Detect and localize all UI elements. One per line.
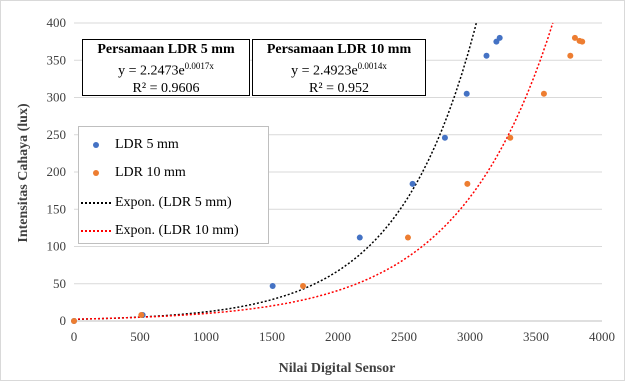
data-point — [464, 180, 471, 187]
y-tick-label: 300 — [47, 90, 67, 105]
x-tick-labels: 0 500 1000 1500 2000 2500 3000 3500 4000 — [71, 329, 615, 344]
trendlines — [74, 22, 554, 321]
legend: LDR 5 mm LDR 10 mm Expon. (LDR 5 mm) Exp… — [78, 126, 269, 244]
legend-label: Expon. (LDR 5 mm) — [115, 195, 232, 210]
data-point — [507, 134, 514, 141]
x-tick-label: 4000 — [589, 329, 615, 344]
legend-item-expon-ldr-10mm: Expon. (LDR 10 mm) — [79, 222, 239, 240]
r-squared-value: R² = 0.952 — [309, 80, 369, 96]
equation-box-ldr-10mm: Persamaan LDR 10 mm y = 2.4923e0.0014x R… — [252, 39, 426, 96]
x-tick-label: 3000 — [457, 329, 483, 344]
legend-line — [81, 230, 111, 232]
y-tick-label: 200 — [47, 164, 67, 179]
y-axis-title: Intensitas Cahaya (lux) — [16, 103, 31, 243]
legend-item-ldr-10mm: LDR 10 mm — [79, 164, 186, 182]
x-tick-label: 1000 — [193, 329, 219, 344]
r-squared-value: R² = 0.9606 — [132, 80, 200, 96]
data-point — [571, 34, 578, 41]
legend-item-ldr-5mm: LDR 5 mm — [79, 136, 179, 154]
equation-title: Persamaan LDR 5 mm — [97, 42, 235, 57]
y-tick-label: 50 — [53, 276, 66, 291]
data-point — [300, 282, 307, 289]
data-point — [441, 134, 448, 141]
legend-line — [81, 202, 111, 204]
data-point — [540, 90, 547, 97]
equation-box-ldr-5mm: Persamaan LDR 5 mm y = 2.2473e0.0017x R²… — [82, 39, 250, 96]
y-tick-label: 100 — [47, 239, 67, 254]
data-point — [496, 34, 503, 41]
y-tick-label: 400 — [47, 15, 67, 30]
x-tick-label: 3500 — [523, 329, 549, 344]
data-point — [409, 180, 416, 187]
x-tick-label: 2000 — [325, 329, 351, 344]
data-point — [579, 38, 586, 45]
data-point — [71, 318, 77, 324]
data-point — [269, 282, 276, 289]
x-tick-label: 500 — [130, 329, 150, 344]
legend-label: LDR 10 mm — [115, 165, 186, 180]
y-tick-labels: 0 50 100 150 200 250 300 350 400 — [47, 15, 67, 328]
data-points — [71, 34, 586, 324]
data-point — [483, 52, 490, 59]
legend-label: LDR 5 mm — [115, 137, 179, 152]
y-tick-label: 150 — [47, 201, 67, 216]
trendline — [74, 22, 478, 321]
trendline — [74, 22, 554, 320]
data-point — [404, 234, 411, 241]
x-tick-label: 2500 — [391, 329, 417, 344]
y-tick-label: 0 — [60, 313, 67, 328]
y-tick-label: 350 — [47, 52, 67, 67]
y-tick-label: 250 — [47, 127, 67, 142]
data-point — [138, 312, 145, 319]
data-point — [356, 234, 363, 241]
equation-formula: y = 2.2473e0.0017x — [118, 61, 214, 79]
equation-formula: y = 2.4923e0.0014x — [291, 61, 387, 79]
equation-title: Persamaan LDR 10 mm — [266, 42, 412, 57]
x-tick-label: 0 — [71, 329, 78, 344]
data-point — [567, 52, 574, 59]
legend-label: Expon. (LDR 10 mm) — [115, 223, 239, 238]
x-tick-label: 1500 — [259, 329, 285, 344]
legend-marker — [93, 170, 99, 176]
legend-item-expon-ldr-5mm: Expon. (LDR 5 mm) — [79, 194, 232, 212]
data-point — [463, 90, 470, 97]
legend-marker — [93, 142, 99, 148]
x-axis-title: Nilai Digital Sensor — [279, 361, 396, 376]
